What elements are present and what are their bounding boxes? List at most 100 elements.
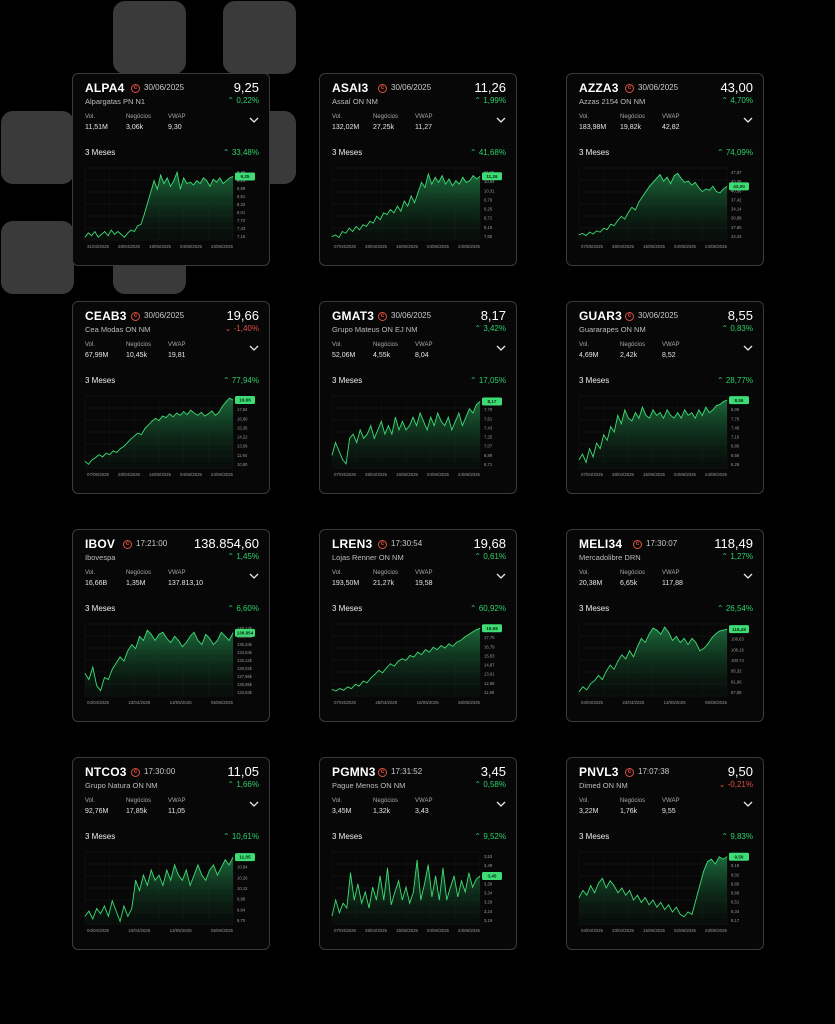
background-square — [1, 111, 74, 184]
y-tick-label: 27,60 — [731, 225, 742, 230]
price-point — [617, 415, 619, 416]
price-point — [701, 415, 703, 416]
price-point — [119, 656, 121, 658]
stock-card-azza3[interactable]: AZZA3 c 30/06/2025 43,00 Azzas 2154 ON N… — [566, 73, 764, 266]
chevron-down-icon[interactable] — [495, 116, 507, 124]
negocios-label: Negócios — [620, 342, 646, 348]
period-change: ⌃ 6,60% — [227, 604, 259, 613]
price-point — [656, 415, 657, 416]
last-price: 19,66 — [226, 308, 259, 323]
chevron-down-icon[interactable] — [742, 344, 754, 352]
period-label[interactable]: 3 Meses — [85, 832, 116, 841]
stock-card-alpa4[interactable]: ALPA4 c 30/06/2025 9,25 Alpargatas PN N1… — [72, 73, 270, 266]
stock-card-meli34[interactable]: MELI34 c 17:30:07 118,49 Mercadolibre DR… — [566, 529, 764, 722]
period-label[interactable]: 3 Meses — [332, 148, 363, 157]
y-tick-label: 6,71 — [484, 462, 493, 467]
period-label[interactable]: 3 Meses — [579, 832, 610, 841]
clock-badge-icon: c — [625, 84, 634, 93]
stock-card-gmat3[interactable]: GMAT3 c 30/06/2025 8,17 Grupo Mateus ON … — [319, 301, 517, 494]
negocios-label: Negócios — [126, 798, 152, 804]
stock-card-guar3[interactable]: GUAR3 c 30/06/2025 8,55 Guararapes ON NM… — [566, 301, 764, 494]
x-tick-label: 15/05/2025 — [396, 928, 419, 933]
price-point — [633, 899, 634, 901]
period-label[interactable]: 3 Meses — [85, 604, 116, 613]
price-point — [390, 663, 391, 665]
y-tick-label: 7,46 — [731, 425, 740, 430]
price-point — [127, 915, 129, 917]
vol-value: 193,50M — [332, 580, 360, 587]
price-point — [472, 175, 474, 176]
chevron-down-icon[interactable] — [742, 116, 754, 124]
price-point — [605, 887, 607, 889]
price-point — [680, 178, 682, 179]
price-point — [117, 231, 119, 232]
stock-card-ibov[interactable]: IBOV c 17:21:00 138.854,60 Ibovespa ⌃ 1,… — [72, 529, 270, 722]
period-label[interactable]: 3 Meses — [579, 376, 610, 385]
chevron-down-icon[interactable] — [248, 116, 260, 124]
y-tick-label: 6,56 — [731, 453, 740, 458]
period-label[interactable]: 3 Meses — [579, 604, 610, 613]
x-tick-label: 28/04/2025 — [365, 244, 388, 249]
chevron-down-icon[interactable] — [248, 344, 260, 352]
period-change-value: 74,09% — [725, 148, 753, 157]
chevron-down-icon[interactable] — [742, 572, 754, 580]
price-point — [670, 183, 671, 185]
chevron-down-icon[interactable] — [495, 800, 507, 808]
period-label[interactable]: 3 Meses — [85, 376, 116, 385]
price-point — [366, 682, 368, 684]
price-point — [714, 863, 716, 865]
price-point — [372, 222, 374, 224]
price-point — [438, 182, 440, 183]
price-point — [84, 460, 86, 462]
x-tick-label: 24/06/2025 — [705, 472, 728, 477]
chevron-down-icon[interactable] — [248, 572, 260, 580]
x-tick-label: 28/04/2025 — [612, 244, 635, 249]
price-point — [193, 184, 194, 186]
price-point — [232, 856, 234, 858]
period-label[interactable]: 3 Meses — [332, 376, 363, 385]
price-point — [620, 423, 622, 425]
y-tick-label: 7,43 — [237, 226, 246, 231]
company-name: Pague Menos ON NM — [332, 781, 406, 790]
y-tick-label: 10,84 — [237, 865, 248, 870]
y-tick-label: 10,31 — [484, 188, 495, 193]
stock-card-ntco3[interactable]: NTCO3 c 17:30:00 11,05 Grupo Natura ON N… — [72, 757, 270, 950]
price-point — [694, 182, 696, 183]
price-point — [190, 409, 192, 411]
negocios-value: 6,65k — [620, 580, 638, 587]
price-point — [695, 642, 697, 643]
stock-card-asai3[interactable]: ASAI3 c 30/06/2025 11,26 Assaí ON NM ⌃ 1… — [319, 73, 517, 266]
price-point — [596, 230, 597, 232]
chevron-down-icon[interactable] — [495, 572, 507, 580]
negocios-value: 1,35M — [126, 580, 146, 587]
day-change: ⌃ 1,45% — [227, 552, 259, 561]
price-point — [201, 874, 203, 876]
stock-card-lren3[interactable]: LREN3 c 17:30:54 19,68 Lojas Renner ON N… — [319, 529, 517, 722]
price-area-fill — [332, 628, 480, 696]
period-label[interactable]: 3 Meses — [579, 148, 610, 157]
period-label[interactable]: 3 Meses — [332, 604, 363, 613]
price-point — [204, 415, 206, 417]
chevron-down-icon[interactable] — [495, 344, 507, 352]
chevron-down-icon[interactable] — [248, 800, 260, 808]
price-point — [339, 688, 341, 689]
day-change-value: 1,45% — [236, 552, 259, 561]
price-point — [370, 677, 372, 679]
period-label[interactable]: 3 Meses — [332, 832, 363, 841]
stock-card-ceab3[interactable]: CEAB3 c 30/06/2025 19,66 Cea Modas ON NM… — [72, 301, 270, 494]
x-tick-label: 28/04/2025 — [612, 472, 635, 477]
price-point — [598, 882, 599, 884]
price-point — [169, 413, 170, 415]
price-point — [92, 666, 94, 668]
price-point — [386, 214, 388, 215]
period-label[interactable]: 3 Meses — [85, 148, 116, 157]
price-point — [613, 885, 615, 886]
y-tick-label: 8,89 — [237, 186, 246, 191]
price-point — [723, 401, 724, 402]
price-point — [691, 184, 693, 186]
chevron-down-icon[interactable] — [742, 800, 754, 808]
stock-card-pgmn3[interactable]: PGMN3 c 17:31:52 3,45 Pague Menos ON NM … — [319, 757, 517, 950]
stock-card-pnvl3[interactable]: PNVL3 c 17:07:38 9,50 Dimed ON NM ⌄ -0,2… — [566, 757, 764, 950]
price-point — [213, 644, 214, 645]
price-point — [421, 182, 422, 183]
